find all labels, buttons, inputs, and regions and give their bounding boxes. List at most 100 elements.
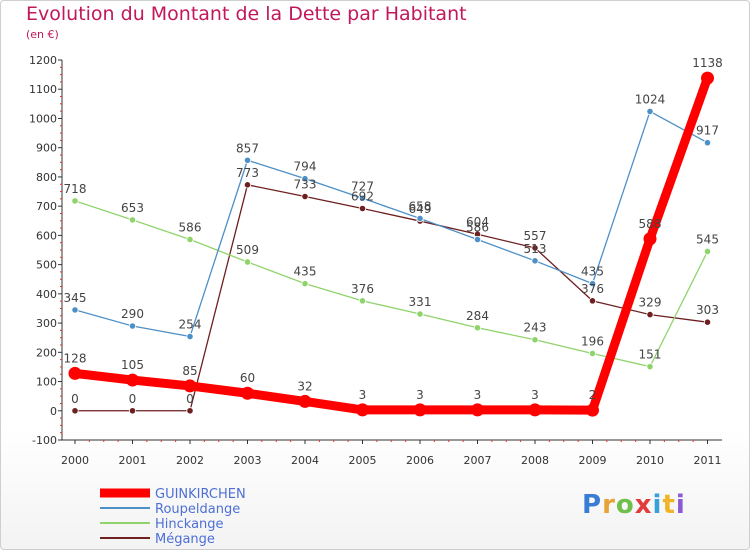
data-point: [528, 403, 542, 417]
data-label: 254: [179, 318, 202, 332]
y-tick-label: 100: [36, 376, 57, 389]
x-tick-label: 2007: [464, 454, 492, 467]
data-point: [473, 324, 482, 332]
data-label: 557: [524, 229, 547, 243]
legend-label: Hinckange: [155, 517, 224, 532]
data-point: [416, 310, 424, 318]
data-point: [128, 322, 137, 330]
data-point: [531, 244, 539, 252]
data-label: 376: [581, 282, 604, 296]
data-label: 128: [64, 351, 87, 365]
data-label: 303: [696, 303, 719, 317]
data-label: 773: [236, 166, 259, 180]
data-label: 331: [409, 295, 432, 309]
data-label: 3: [416, 388, 424, 402]
data-point: [646, 310, 654, 319]
y-tick-label: -100: [32, 434, 57, 447]
data-point: [126, 373, 139, 387]
series-points: [68, 71, 714, 417]
x-tick-label: 2002: [176, 454, 204, 467]
x-tick-label: 2004: [291, 454, 319, 467]
data-label: 243: [524, 321, 547, 335]
data-point: [646, 363, 654, 371]
data-label: 588: [639, 217, 662, 231]
data-point: [358, 204, 367, 213]
data-label: 2: [589, 388, 597, 402]
data-label: 649: [409, 202, 432, 216]
data-label: 509: [236, 243, 259, 257]
data-label: 284: [466, 309, 489, 323]
y-tick-label: 300: [36, 317, 57, 330]
data-point: [473, 235, 482, 244]
data-label: 60: [240, 371, 255, 385]
chart-subtitle: (en €): [26, 28, 59, 41]
x-tick-label: 2009: [579, 454, 607, 467]
data-point: [186, 332, 194, 341]
data-point: [588, 280, 597, 288]
x-tick-label: 2001: [119, 454, 147, 467]
data-label: 513: [524, 242, 547, 256]
proxiti-logo: Proxiti: [582, 490, 686, 520]
data-point: [586, 403, 599, 417]
data-label: 376: [351, 282, 374, 296]
x-tick-label: 2005: [349, 454, 377, 467]
data-point: [588, 297, 597, 305]
series-lines: [70, 73, 712, 415]
y-tick-label: 1200: [29, 54, 57, 67]
y-tick-label: 900: [36, 142, 57, 155]
data-point: [358, 194, 367, 202]
data-label: 794: [294, 160, 317, 174]
data-point: [71, 306, 79, 314]
y-tick-label: 200: [36, 346, 57, 359]
data-label: 733: [294, 178, 317, 192]
data-point: [68, 366, 82, 380]
data-label: 32: [297, 379, 312, 393]
data-label: 151: [639, 348, 662, 362]
data-label: 917: [696, 124, 719, 138]
series-line-1: [74, 110, 709, 338]
x-tick-label: 2006: [406, 454, 434, 467]
x-tick-label: 2010: [636, 454, 664, 467]
data-label: 653: [121, 201, 144, 215]
data-point: [298, 394, 312, 408]
data-label: 586: [179, 220, 202, 234]
axes: -100010020030040050060070080090010001100…: [29, 54, 722, 467]
y-tick-label: 0: [50, 405, 57, 418]
chart-title: Evolution du Montant de la Dette par Hab…: [26, 3, 467, 25]
x-tick-label: 2003: [234, 454, 262, 467]
data-label: 105: [121, 358, 144, 372]
data-point: [471, 403, 484, 417]
data-point: [241, 386, 254, 400]
data-point: [128, 216, 137, 224]
data-label: 0: [186, 392, 194, 406]
data-label: 658: [409, 199, 432, 213]
y-tick-label: 1000: [29, 112, 57, 125]
data-label: 345: [64, 291, 87, 305]
data-point: [588, 349, 597, 358]
data-point: [531, 257, 539, 265]
data-point: [701, 71, 714, 85]
data-label: 727: [351, 179, 374, 193]
y-tick-label: 700: [36, 200, 57, 213]
data-point: [356, 403, 369, 417]
data-point: [646, 107, 654, 116]
data-point: [243, 258, 252, 266]
data-label: 0: [129, 392, 137, 406]
data-label: 1024: [635, 92, 666, 106]
series-line-2: [74, 200, 709, 368]
data-label: 604: [466, 215, 489, 229]
data-point: [301, 192, 309, 201]
data-label: 1138: [692, 56, 723, 70]
data-label: 586: [466, 220, 489, 234]
x-tick-label: 2011: [694, 454, 722, 467]
data-point: [243, 156, 252, 164]
data-point: [531, 336, 539, 344]
x-tick-label: 2000: [61, 454, 89, 467]
x-tick-label: 2008: [521, 454, 549, 467]
data-point: [703, 318, 712, 326]
data-label: 3: [359, 388, 367, 402]
y-tick-label: 400: [36, 288, 57, 301]
data-label: 435: [294, 265, 317, 279]
data-point: [703, 139, 712, 147]
